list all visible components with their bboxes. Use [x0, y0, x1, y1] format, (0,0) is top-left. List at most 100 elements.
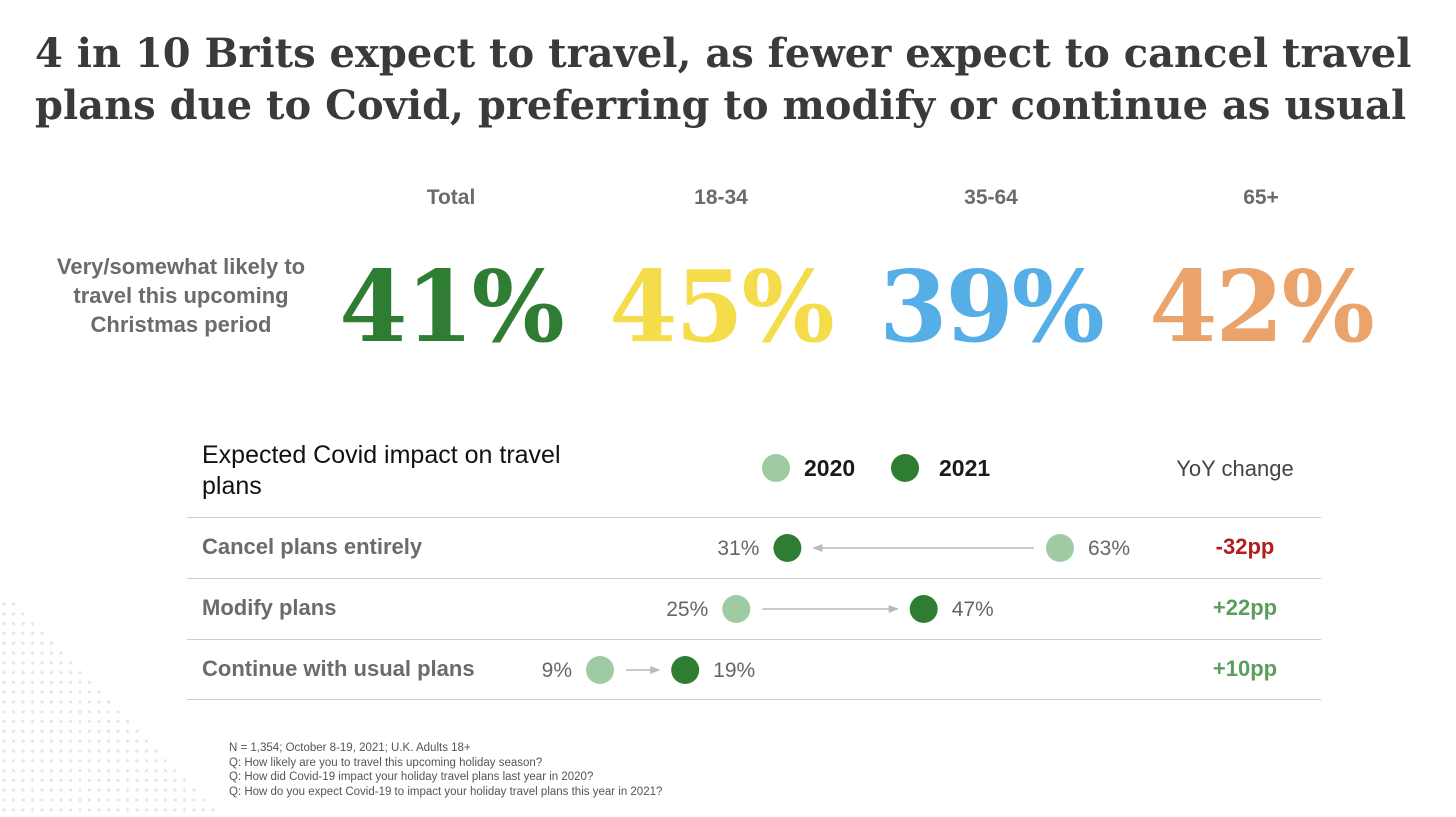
pattern-dot: [125, 749, 130, 753]
pattern-dot: [40, 651, 44, 655]
pattern-dot: [144, 749, 149, 753]
pattern-dot: [116, 729, 120, 733]
row-label-modify: Modify plans: [202, 595, 337, 620]
pattern-dot: [11, 641, 16, 645]
pattern-dot: [87, 739, 92, 743]
pattern-dot: [68, 778, 73, 782]
pattern-dot: [21, 700, 25, 704]
pattern-dot: [97, 690, 101, 694]
pattern-dot: [97, 769, 101, 773]
pattern-dot: [87, 769, 92, 773]
pattern-dot: [154, 759, 158, 763]
pattern-dot: [11, 788, 16, 792]
pattern-dot: [2, 641, 6, 645]
pattern-dot: [106, 769, 111, 773]
row-label-continue: Continue with usual plans: [202, 656, 475, 681]
pattern-dot: [11, 798, 16, 802]
pattern-dot: [40, 808, 44, 812]
pattern-dot: [144, 788, 149, 792]
pattern-dot: [30, 661, 35, 665]
pattern-dot: [116, 788, 120, 792]
footnote-q2: Q: How did Covid-19 impact your holiday …: [229, 771, 594, 783]
pattern-dot: [78, 749, 82, 753]
pattern-dot: [2, 602, 6, 606]
dot-2020-cancel: [1046, 534, 1074, 562]
table-rule-1: [187, 578, 1321, 579]
table-rule-bottom: [187, 699, 1321, 700]
pattern-dot: [40, 690, 44, 694]
pattern-dot: [144, 778, 149, 782]
pattern-dot: [11, 710, 16, 714]
pattern-dot: [49, 778, 54, 782]
pattern-dot: [49, 710, 54, 714]
pattern-dot: [144, 769, 149, 773]
pattern-dot: [116, 759, 120, 763]
decorative-dot-pattern: [2, 602, 215, 812]
pattern-dot: [201, 798, 206, 802]
pattern-dot: [21, 680, 25, 684]
pattern-dot: [97, 710, 101, 714]
pattern-dot: [2, 729, 6, 733]
pattern-dot: [30, 700, 35, 704]
pattern-dot: [21, 769, 25, 773]
pattern-dot: [11, 612, 16, 616]
pattern-dot: [97, 720, 101, 724]
pattern-dot: [135, 798, 139, 802]
pattern-dot: [2, 631, 6, 635]
footnote-sample: N = 1,354; October 8-19, 2021; U.K. Adul…: [229, 742, 471, 754]
pattern-dot: [49, 700, 54, 704]
pattern-dot: [21, 808, 25, 812]
pattern-dot: [154, 769, 158, 773]
pattern-dot: [49, 641, 54, 645]
pattern-dot: [59, 720, 63, 724]
pattern-dot: [11, 602, 16, 606]
pattern-dot: [78, 808, 82, 812]
pattern-dot: [97, 729, 101, 733]
pattern-dot: [135, 778, 139, 782]
segment-header-35-64: 35-64: [964, 186, 1018, 209]
table-rule-top: [187, 517, 1321, 518]
pattern-dot: [106, 749, 111, 753]
pattern-dot: [154, 808, 158, 812]
pattern-dot: [87, 680, 92, 684]
pattern-dot: [125, 769, 130, 773]
pattern-dot: [87, 720, 92, 724]
pattern-dot: [40, 661, 44, 665]
pattern-dot: [125, 729, 130, 733]
segment-header-total: Total: [426, 186, 476, 209]
pattern-dot: [192, 808, 196, 812]
pattern-dot: [87, 749, 92, 753]
pattern-dot: [173, 769, 177, 773]
pattern-dot: [78, 769, 82, 773]
pattern-dot: [40, 671, 44, 675]
pattern-dot: [173, 778, 177, 782]
pattern-dot: [2, 680, 6, 684]
pattern-dot: [59, 739, 63, 743]
dot-2020-modify: [722, 595, 751, 623]
footnote-q1: Q: How likely are you to travel this upc…: [229, 756, 543, 769]
pattern-dot: [30, 749, 35, 753]
pattern-dot: [125, 808, 130, 812]
pattern-dot: [21, 749, 25, 753]
pattern-dot: [21, 739, 25, 743]
pattern-dot: [2, 739, 6, 743]
page-title: 4 in 10 Brits expect to travel, as fewer…: [35, 30, 1412, 129]
pattern-dot: [11, 729, 16, 733]
segment-header-18-34: 18-34: [694, 186, 748, 209]
pattern-dot: [30, 622, 35, 626]
pattern-dot: [97, 759, 101, 763]
legend-swatch-2020: [762, 454, 790, 482]
pattern-dot: [116, 720, 120, 724]
pattern-dot: [163, 788, 168, 792]
pattern-dot: [163, 778, 168, 782]
pattern-dot: [78, 788, 82, 792]
pattern-dot: [11, 769, 16, 773]
pattern-dot: [116, 739, 120, 743]
pattern-dot: [21, 759, 25, 763]
pattern-dot: [30, 680, 35, 684]
pattern-dot: [21, 622, 25, 626]
pattern-dot: [40, 729, 44, 733]
pattern-dot: [2, 651, 6, 655]
pattern-dot: [87, 778, 92, 782]
dot-2021-modify: [909, 595, 938, 623]
